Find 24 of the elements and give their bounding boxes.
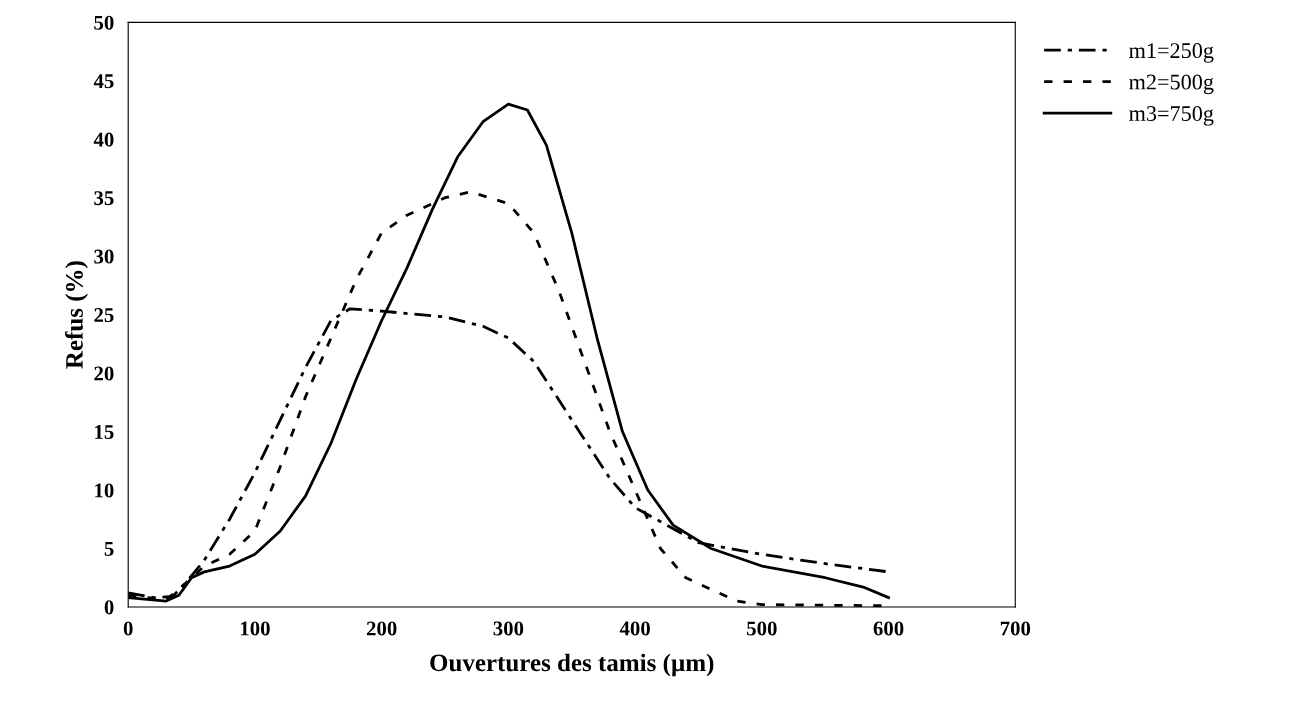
y-tick-label: 0 bbox=[104, 600, 114, 615]
x-tick-label: 100 bbox=[240, 621, 270, 636]
y-tick-label: 50 bbox=[94, 15, 114, 30]
x-tick-label: 700 bbox=[1000, 621, 1031, 636]
x-tick-label: 200 bbox=[366, 621, 397, 636]
y-tick-label: 25 bbox=[94, 308, 114, 323]
y-tick-label: 35 bbox=[94, 191, 114, 206]
y-axis-title: Refus (%) bbox=[65, 261, 88, 369]
legend-label: m2=500g bbox=[1129, 74, 1214, 95]
y-tick-label: 10 bbox=[95, 483, 114, 498]
x-axis-title: Ouvertures des tamis (µm) bbox=[430, 653, 714, 677]
y-tick-label: 40 bbox=[93, 132, 114, 147]
legend-label: m1=250g bbox=[1129, 43, 1214, 63]
y-tick-label: 45 bbox=[93, 74, 114, 89]
x-tick-label: 0 bbox=[123, 621, 133, 636]
x-tick-label: 400 bbox=[619, 621, 650, 636]
x-tick-label: 600 bbox=[873, 621, 904, 636]
legend-label: m3=750g bbox=[1129, 106, 1214, 126]
y-tick-label: 15 bbox=[95, 425, 114, 439]
y-tick-label: 30 bbox=[94, 249, 114, 264]
x-tick-label: 300 bbox=[493, 621, 524, 636]
x-tick-label: 500 bbox=[747, 621, 777, 636]
y-tick-label: 5 bbox=[104, 542, 114, 556]
y-tick-label: 20 bbox=[94, 366, 114, 381]
